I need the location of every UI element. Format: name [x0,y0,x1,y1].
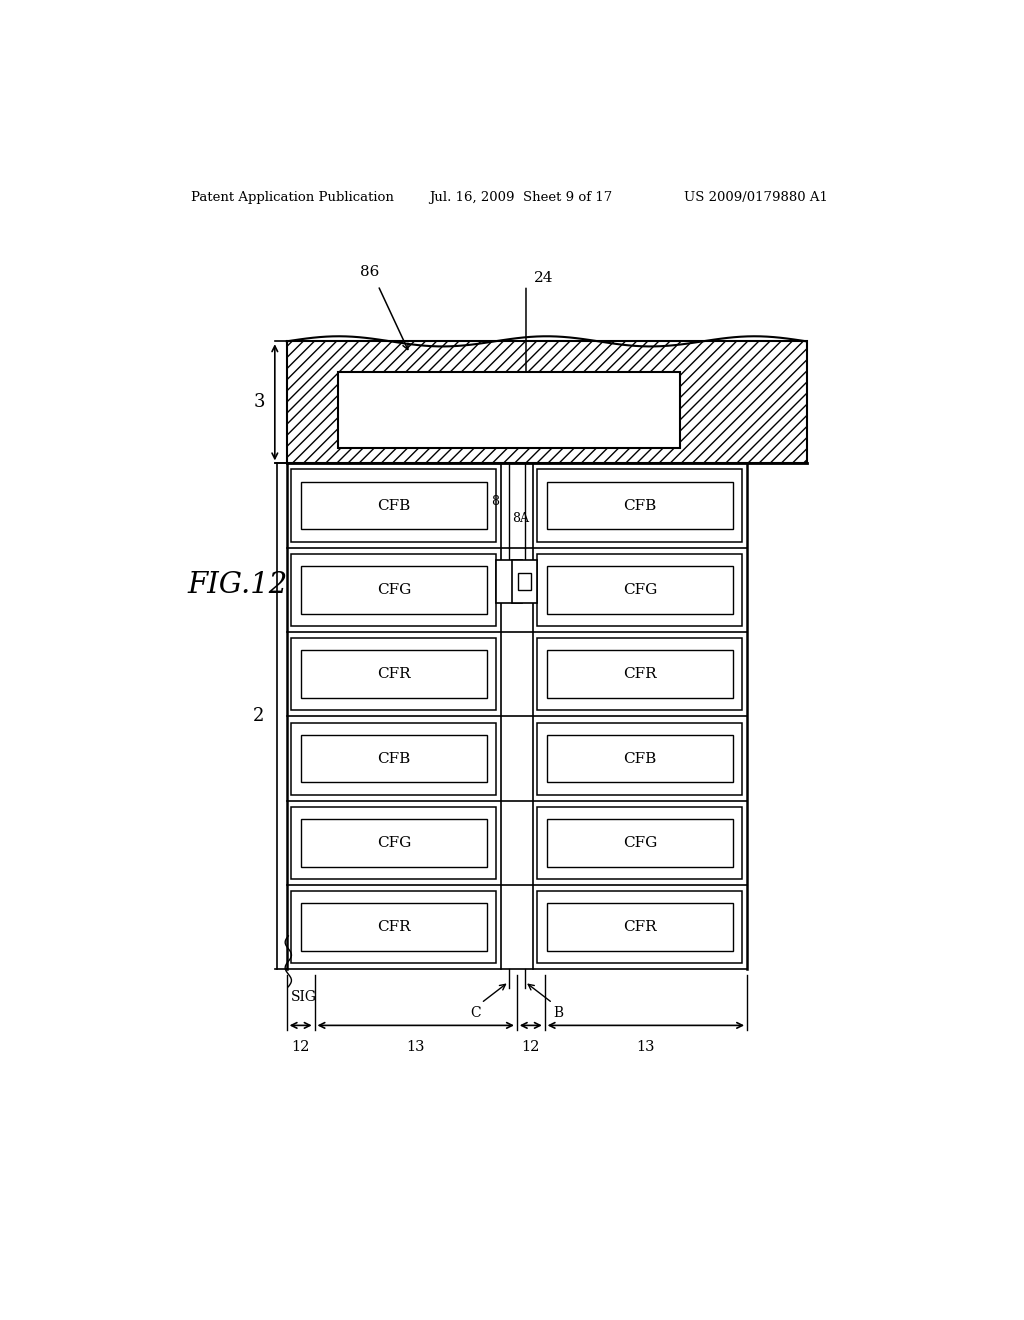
Text: CFR: CFR [377,920,411,935]
Text: 8: 8 [492,495,500,508]
Bar [301,903,486,952]
Text: CFB: CFB [377,751,411,766]
Bar [512,561,538,603]
Bar [301,818,486,867]
Text: US 2009/0179880 A1: US 2009/0179880 A1 [684,191,827,203]
Text: CFG: CFG [623,583,657,597]
Text: B: B [582,372,593,385]
Bar [292,554,497,626]
Text: 13: 13 [407,1040,425,1053]
Bar [547,651,733,698]
Text: FIG.12: FIG.12 [187,572,288,599]
Bar [292,470,497,541]
Text: CFB: CFB [624,499,656,512]
Bar [538,554,742,626]
Bar [547,818,733,867]
Bar [301,566,486,614]
Bar [287,342,807,463]
Text: 12: 12 [521,1040,540,1053]
Text: CFG: CFG [623,836,657,850]
Bar [292,722,497,795]
Text: 12: 12 [292,1040,310,1053]
Bar [518,573,531,590]
Text: CFG: CFG [377,583,411,597]
Text: 13: 13 [637,1040,655,1053]
Text: Patent Application Publication: Patent Application Publication [191,191,394,203]
Text: SIG: SIG [291,990,316,1003]
Text: CFR: CFR [623,667,656,681]
Bar [292,891,497,964]
Text: CFG: CFG [377,836,411,850]
Bar [538,638,742,710]
Text: CFB: CFB [624,751,656,766]
Bar [292,807,497,879]
Text: CFR: CFR [377,667,411,681]
Bar [301,651,486,698]
Bar [538,722,742,795]
Bar [301,482,486,529]
Bar [497,561,521,603]
Bar [547,903,733,952]
Bar [338,372,680,447]
Text: CFR: CFR [623,920,656,935]
Text: 8A: 8A [512,512,529,524]
Text: C: C [553,383,565,397]
Text: 2: 2 [253,708,264,726]
Text: 24: 24 [534,272,553,285]
Text: B: B [553,1006,563,1020]
Text: C: C [470,1006,481,1020]
Bar [547,482,733,529]
Bar [547,735,733,783]
Bar [292,638,497,710]
Bar [538,891,742,964]
Text: 86: 86 [360,265,380,280]
Text: CFB: CFB [377,499,411,512]
Bar [547,566,733,614]
Text: 3: 3 [253,393,264,412]
Bar [538,807,742,879]
Bar [538,470,742,541]
Bar [301,735,486,783]
Text: Jul. 16, 2009  Sheet 9 of 17: Jul. 16, 2009 Sheet 9 of 17 [430,191,612,203]
